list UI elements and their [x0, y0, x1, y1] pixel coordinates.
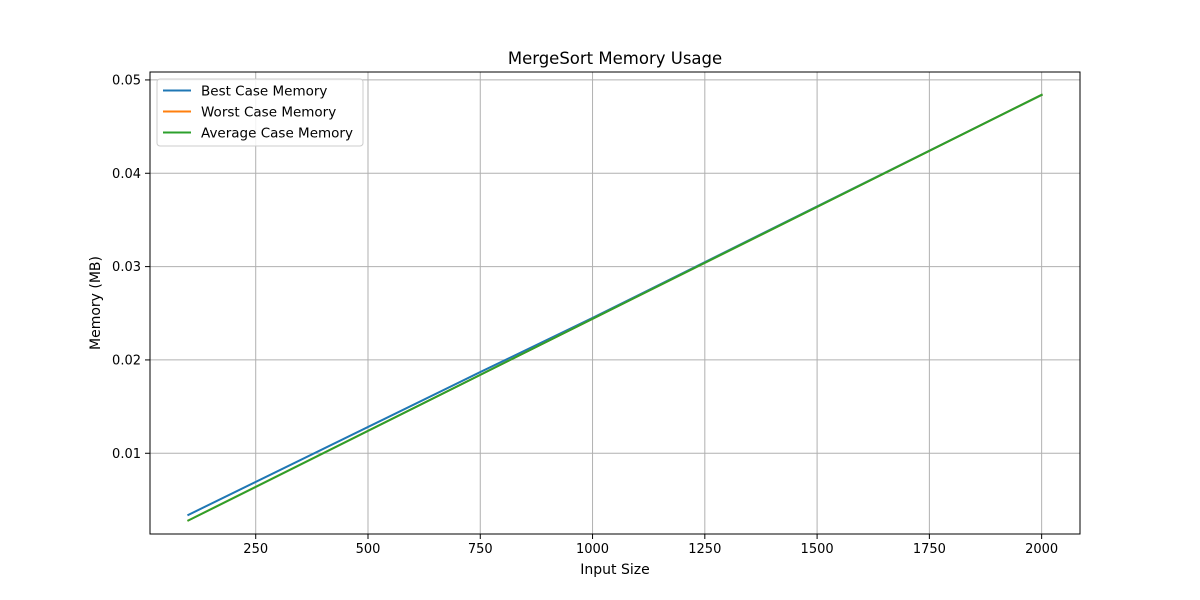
- chart-title: MergeSort Memory Usage: [508, 49, 722, 68]
- y-tick-label: 0.02: [112, 353, 141, 368]
- x-tick-label: 2000: [1025, 542, 1058, 557]
- legend-label: Average Case Memory: [201, 126, 353, 142]
- x-tick-label: 750: [468, 542, 493, 557]
- y-axis-label: Memory (MB): [88, 256, 104, 350]
- series-line-3: [187, 93, 1043, 522]
- x-axis-label: Input Size: [580, 562, 649, 578]
- y-tick-label: 0.03: [112, 260, 141, 275]
- y-tick-label: 0.04: [112, 167, 141, 182]
- series-lines: [187, 93, 1043, 522]
- x-tick-label: 500: [356, 542, 381, 557]
- x-tick-label: 1500: [801, 542, 834, 557]
- legend-label: Best Case Memory: [201, 84, 327, 100]
- x-tick-label: 1750: [913, 542, 946, 557]
- x-axis: 250 500 750 1000 1250 1500 1750 2000: [243, 534, 1058, 557]
- x-tick-label: 1250: [688, 542, 721, 557]
- x-tick-label: 250: [243, 542, 268, 557]
- x-tick-label: 1000: [576, 542, 609, 557]
- legend-box: [156, 78, 364, 147]
- y-axis: 0.01 0.02 0.03 0.04 0.05: [112, 73, 150, 462]
- legend: Best Case Memory Worst Case Memory Average…: [156, 78, 364, 147]
- plot-frame: [149, 71, 1081, 535]
- grid: [150, 72, 1080, 534]
- y-tick-label: 0.05: [112, 73, 141, 88]
- legend-label: Worst Case Memory: [201, 105, 336, 121]
- y-tick-label: 0.01: [112, 447, 141, 462]
